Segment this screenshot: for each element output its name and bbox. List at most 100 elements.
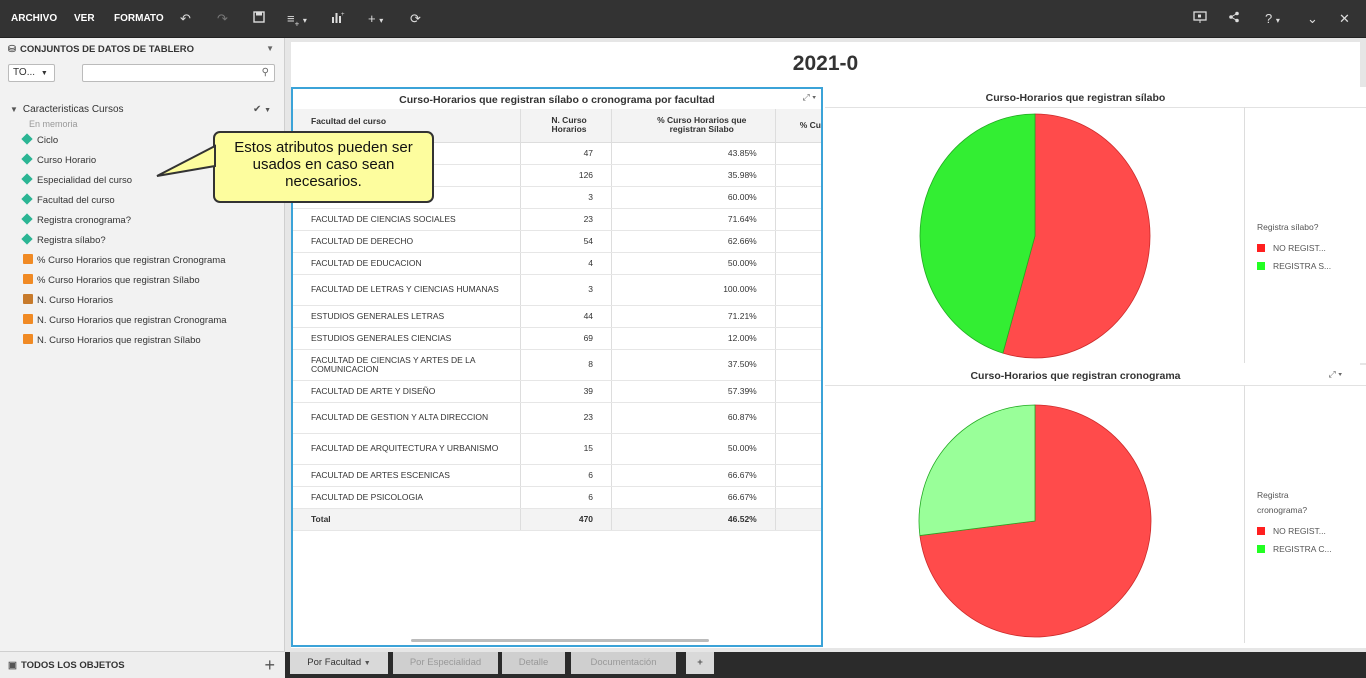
cell-n-curso: 39 [520,380,613,403]
insert-icon[interactable]: + ▾ [368,11,384,26]
tab-por-especialidad[interactable]: Por Especialidad [393,652,498,674]
grid-visualization[interactable]: Curso-Horarios que registran sílabo o cr… [291,87,823,647]
pie-slice[interactable] [919,113,1036,354]
share-icon[interactable] [1228,11,1240,26]
table-row[interactable]: FACULTAD DE ARQUITECTURA Y URBANISMO 15 50… [293,433,821,465]
menu-formato[interactable]: FORMATO [114,13,164,24]
data-grid: Facultad del curso N. Curso Horarios % C… [293,109,821,531]
legend-item[interactable]: REGISTRA C... [1257,544,1347,554]
metric-pct-cronograma[interactable]: % Curso Horarios que registran Cronogram… [23,254,226,266]
maximize-icon[interactable]: ⤢ [1328,369,1336,379]
dataset-options[interactable]: ✔ ▼ [253,104,271,115]
cell-n-curso: 15 [520,433,613,465]
save-icon[interactable] [253,11,265,26]
cell-pct-silabo: 57.39% [611,380,776,403]
cell-pct-silabo: 43.85% [611,142,776,165]
legend-item[interactable]: REGISTRA S... [1257,261,1357,271]
table-row[interactable]: ESTUDIOS GENERALES CIENCIAS 69 12.00% [293,327,821,350]
help-icon[interactable]: ? ▾ [1265,11,1280,26]
cell-facultad: FACULTAD DE DERECHO [293,230,522,253]
cell-pct-silabo: 50.00% [611,252,776,275]
table-row[interactable]: FACULTAD DE PSICOLOGIA 6 66.67% [293,486,821,509]
cell-facultad: FACULTAD DE CIENCIAS SOCIALES [293,208,522,231]
cell-pct-cronograma [775,327,821,350]
refresh-icon[interactable]: ⟳ [410,11,421,26]
attribute-registra-silabo[interactable]: Registra sílabo? [21,233,106,246]
metric-pct-silabo[interactable]: % Curso Horarios que registran Sílabo [23,274,200,286]
pie-slice[interactable] [918,404,1036,536]
pie-slice[interactable] [919,404,1152,638]
check-icon: ✔ [253,104,262,115]
legend-item[interactable]: NO REGIST... [1257,526,1347,536]
tab-por-facultad[interactable]: Por Facultad ▼ [290,652,388,674]
cell-facultad: FACULTAD DE PSICOLOGIA [293,486,522,509]
cell-pct-cronograma [775,433,821,465]
attribute-ciclo[interactable]: Ciclo [21,133,58,146]
attribute-curso-horario[interactable]: Curso Horario [21,153,96,166]
table-row[interactable]: FACULTAD DE LETRAS Y CIENCIAS HUMANAS 3 10… [293,274,821,306]
attribute-facultad[interactable]: Facultad del curso [21,193,115,206]
metric-n-silabo[interactable]: N. Curso Horarios que registran Sílabo [23,334,201,346]
pie-cronograma-panel[interactable]: Curso-Horarios que registran cronograma … [825,365,1366,648]
attribute-registra-cronograma[interactable]: Registra cronograma? [21,213,131,226]
dataset-menu-caret-icon[interactable]: ▼ [264,107,272,114]
menu-archivo[interactable]: ARCHIVO [11,13,58,24]
expand-caret-icon[interactable]: ▼ [10,105,18,114]
table-row[interactable]: FACULTAD DE ARTES ESCENICAS 6 66.67% [293,464,821,487]
cell-pct-silabo: 50.00% [611,433,776,465]
col-header-n-curso[interactable]: N. Curso Horarios [520,109,613,143]
table-row[interactable]: FACULTAD DE CIENCIAS SOCIALES 23 71.64% [293,208,821,231]
cell-n-curso: 8 [520,349,613,381]
table-row[interactable]: FACULTAD DE ARTE Y DISEÑO 39 57.39% [293,380,821,403]
table-row[interactable]: FACULTAD DE DERECHO 54 62.66% [293,230,821,253]
cell-pct-silabo: 100.00% [611,274,776,306]
table-row[interactable]: FACULTAD DE EDUCACION 4 50.00% [293,252,821,275]
cell-pct-silabo: 66.67% [611,464,776,487]
legend-swatch [1257,526,1265,535]
horizontal-scrollbar[interactable] [411,639,709,642]
pie-slice[interactable] [1002,113,1151,359]
search-icon: ⚲ [261,67,269,78]
maximize-icon[interactable]: ⤢ [802,92,810,102]
cell-facultad: FACULTAD DE ARTES ESCENICAS [293,464,522,487]
all-objects-bar: ▣ TODOS LOS OBJETOS + [0,651,285,678]
cell-facultad: FACULTAD DE ARTE Y DISEÑO [293,380,522,403]
metric-n-curso-horarios[interactable]: N. Curso Horarios [23,294,113,306]
top-toolbar: ARCHIVO VER FORMATO ↶ ↷ ≡+ ▾ + + ▾ ⟳ ? ▾… [0,0,1366,38]
pie-cronograma-title: Curso-Horarios que registran cronograma [970,370,1181,382]
table-total-row[interactable]: Total 470 46.52% [293,508,821,531]
add-dataset-icon[interactable]: ≡+ ▾ [287,11,307,29]
dataset-root[interactable]: ▼ Caracteristicas Cursos [10,104,124,115]
pie-cronograma-chart [918,404,1152,638]
add-object-button[interactable]: + [264,655,275,675]
table-row[interactable]: FACULTAD DE GESTION Y ALTA DIRECCION 23 60… [293,402,821,434]
metric-n-cronograma[interactable]: N. Curso Horarios que registran Cronogra… [23,314,227,326]
redo-icon[interactable]: ↷ [217,11,228,26]
table-row[interactable]: ESTUDIOS GENERALES LETRAS 44 71.21% [293,305,821,328]
close-icon[interactable]: ✕ [1339,11,1350,26]
legend-title: Registra sílabo? [1257,222,1319,232]
svg-text:+: + [341,12,345,18]
collapse-icon[interactable]: ⌄ [1307,11,1318,26]
tab-detalle[interactable]: Detalle [502,652,565,674]
pie-silabo-legend: Registra sílabo? NO REGIST... REGISTRA S… [1257,220,1357,271]
cell-pct-silabo: 12.00% [611,327,776,350]
table-row[interactable]: FACULTAD DE CIENCIAS Y ARTES DE LA COMUN… [293,349,821,381]
search-input[interactable]: ⚲ [82,64,275,82]
col-header-pct-cronograma[interactable]: % Cu [775,109,821,143]
presentation-icon[interactable] [1193,11,1207,26]
grid-tools[interactable]: ⤢ ▾ [802,92,816,102]
menu-ver[interactable]: VER [74,13,95,24]
attribute-especialidad[interactable]: Especialidad del curso [21,173,132,186]
add-page-button[interactable]: + [686,652,714,674]
page-tabs: Por Facultad ▼ Por Especialidad Detalle … [285,652,1366,678]
legend-item[interactable]: NO REGIST... [1257,243,1357,253]
header-menu-caret-icon[interactable]: ▼ [266,44,274,53]
col-header-pct-silabo[interactable]: % Curso Horarios que registran Sílabo [611,109,776,143]
pie-silabo-panel[interactable]: Curso-Horarios que registran sílabo Regi… [825,87,1366,363]
tab-documentacion[interactable]: Documentación [571,652,676,674]
pie-tools[interactable]: ⤢ ▾ [1328,369,1342,379]
add-visualization-icon[interactable]: + [331,11,345,26]
undo-icon[interactable]: ↶ [180,11,191,26]
object-filter-select[interactable]: TO... ▼ [8,64,55,82]
